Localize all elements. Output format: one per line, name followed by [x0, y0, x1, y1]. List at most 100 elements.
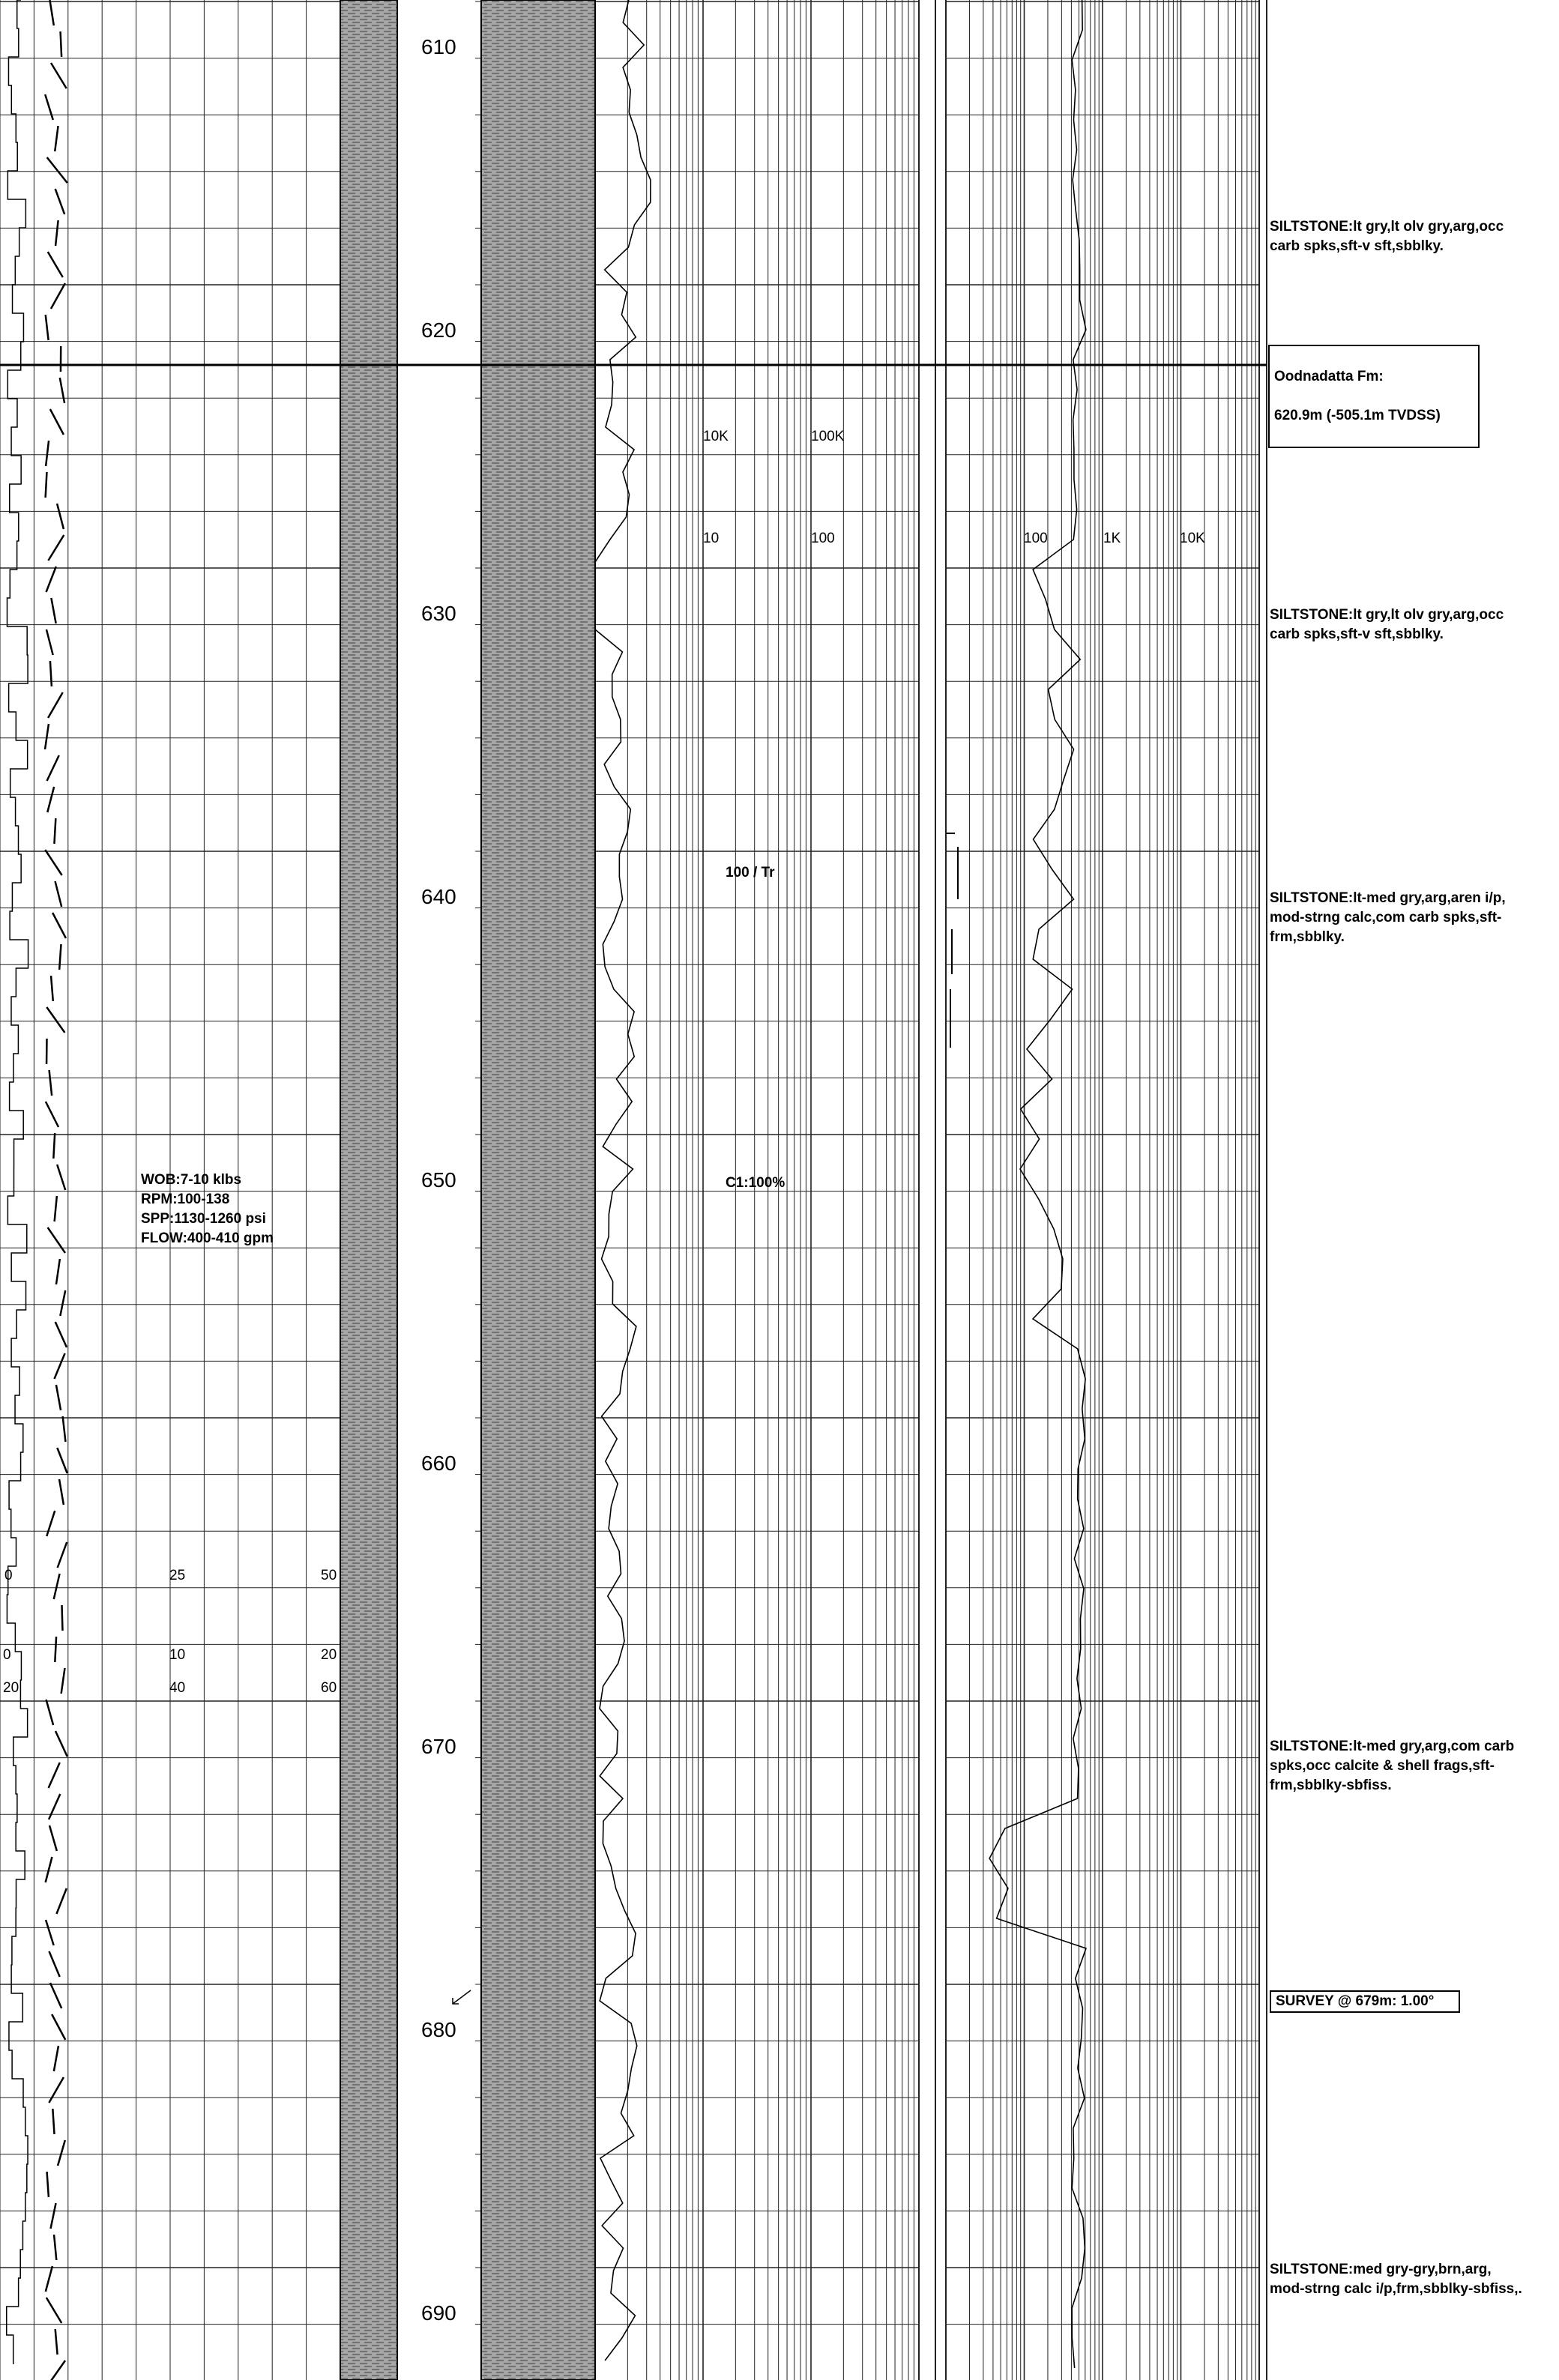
drill-exponent-segment	[47, 692, 64, 719]
scale-label: 20	[321, 1647, 337, 1663]
drill-exponent-segment	[56, 1541, 68, 1568]
drill-exponent-segment	[54, 1730, 68, 1757]
flow-value: FLOW:400-410 gpm	[141, 1230, 274, 1246]
log-curves	[5, 0, 1088, 2380]
drill-exponent-segment	[52, 2045, 60, 2072]
drill-exponent-segment	[46, 251, 64, 278]
drill-exponent-segment	[52, 2234, 58, 2261]
track3-curve	[989, 0, 1088, 2369]
lithology-description: SILTSTONE:med gry-gry,brn,arg, mod-strng…	[1270, 2262, 1522, 2297]
drill-exponent-segment	[44, 1856, 53, 1883]
drill-exponent-segment	[58, 943, 62, 970]
spp-value: SPP:1130-1260 psi	[141, 1211, 266, 1227]
scale-label: 100	[811, 531, 835, 546]
scale-label: 1K	[1103, 531, 1121, 546]
drill-exponent-segment	[45, 566, 57, 593]
drill-exponent-segment	[49, 1982, 63, 2009]
lithology-column-right	[480, 0, 596, 2380]
drill-exponent-segment	[46, 1227, 66, 1254]
drill-exponent-segment	[50, 2360, 67, 2380]
depth-label: 610	[421, 35, 456, 58]
depth-label: 620	[421, 318, 456, 342]
rop-curve	[5, 0, 29, 2364]
survey-box: SURVEY @ 679m: 1.00°	[1270, 1990, 1460, 2013]
drill-exponent-segment	[53, 1195, 58, 1222]
drill-exponent-segment	[56, 2139, 67, 2166]
drill-exponent-segment	[47, 1762, 61, 1789]
drill-exponent-segment	[44, 849, 63, 876]
drill-exponent-segment	[43, 723, 50, 750]
drill-exponent-segment	[53, 1353, 66, 1380]
lithology-description: SILTSTONE:lt gry,lt olv gry,arg,occ carb…	[1270, 219, 1504, 254]
drill-exponent-segment	[48, 1825, 58, 1852]
drill-exponent-segment	[49, 975, 55, 1002]
scale-label: 0	[4, 1568, 13, 1583]
drill-exponent-segment	[55, 1258, 61, 1285]
drill-exponent-segment	[46, 2171, 50, 2198]
scale-label: 25	[169, 1568, 185, 1583]
rpm-value: RPM:100-138	[141, 1191, 230, 1207]
scale-label: 100	[1024, 531, 1048, 546]
drill-exponent-segment	[53, 125, 59, 152]
depth-label: 670	[421, 1735, 456, 1758]
drill-exponent-segment	[45, 629, 54, 656]
drill-exponent-segment	[52, 912, 67, 939]
lithology-description: SILTSTONE:lt gry,lt olv gry,arg,occ carb…	[1270, 607, 1504, 642]
drill-exponent-segment	[44, 2265, 54, 2292]
scale-label: 10	[169, 1647, 185, 1663]
drill-exponent-segment	[54, 188, 66, 215]
drill-exponent-segment	[44, 471, 48, 498]
scale-label: 50	[321, 1568, 337, 1583]
gas-track-scale: 10K 100K 10 100	[703, 429, 845, 546]
drill-exponent-segment	[51, 2014, 67, 2041]
gas-composition-note: C1:100%	[726, 1175, 785, 1191]
depth-label: 630	[421, 602, 456, 625]
drill-exponent-segment	[44, 314, 49, 341]
formation-name: Oodnadatta Fm:	[1274, 369, 1384, 384]
scale-label: 100K	[811, 429, 845, 444]
scale-label: 40	[169, 1680, 185, 1696]
drill-exponent-segment	[55, 503, 65, 530]
scale-label: 10	[703, 531, 719, 546]
scale-label: 10K	[1180, 531, 1205, 546]
drill-exponent-segment	[56, 1447, 68, 1474]
drill-exponent-segment	[59, 31, 63, 58]
drill-exponent-segment	[54, 881, 63, 907]
drill-exponent-segment	[45, 1699, 55, 1726]
drilling-parameters: WOB:7-10 klbs RPM:100-138 SPP:1130-1260 …	[141, 1171, 274, 1248]
formation-depth: 620.9m (-505.1m TVDSS)	[1274, 408, 1441, 423]
drill-exponent-segment	[45, 2297, 63, 2324]
drill-exponent-segment	[44, 440, 50, 467]
drill-exponent-segment	[52, 1132, 56, 1159]
scale-label: 20	[3, 1680, 19, 1696]
lithology-description: SILTSTONE:lt-med gry,arg,com carb spks,o…	[1270, 1739, 1515, 1793]
depth-label: 660	[421, 1452, 456, 1475]
drill-exponent-segment	[47, 534, 65, 561]
drill-exponent-segment	[55, 1384, 62, 1411]
drill-exponent-segment	[60, 1667, 66, 1694]
wob-value: WOB:7-10 klbs	[141, 1172, 242, 1188]
drill-exponent-segment	[49, 283, 66, 309]
scale-label: 0	[3, 1647, 11, 1663]
depth-label: 690	[421, 2301, 456, 2325]
drill-exponent-segment	[50, 597, 57, 624]
depth-label: 640	[421, 885, 456, 908]
drill-exponent-segment	[49, 0, 55, 26]
drill-exponent-segment	[46, 786, 55, 813]
drill-exponent-segment	[44, 94, 54, 121]
drill-exponent-segment	[54, 220, 59, 247]
drill-exponent-segment	[56, 1164, 67, 1191]
drill-exponent-segment	[46, 1006, 66, 1033]
drill-exponent-segment	[46, 755, 60, 782]
gas-ratio-note: 100 / Tr	[726, 865, 775, 881]
drill-exponent-segment	[61, 1604, 64, 1631]
drill-exponent-segment	[44, 1919, 55, 1946]
depth-label: 680	[421, 2018, 456, 2041]
formation-top-box: Oodnadatta Fm: 620.9m (-505.1m TVDSS)	[1268, 345, 1480, 448]
drill-exponent-segment	[49, 62, 67, 89]
drill-exponent-segment	[59, 1290, 67, 1317]
drill-exponent-segment	[48, 1069, 53, 1096]
drill-exponent-segment	[61, 1416, 67, 1443]
survey-arrow-icon	[452, 1990, 471, 2005]
